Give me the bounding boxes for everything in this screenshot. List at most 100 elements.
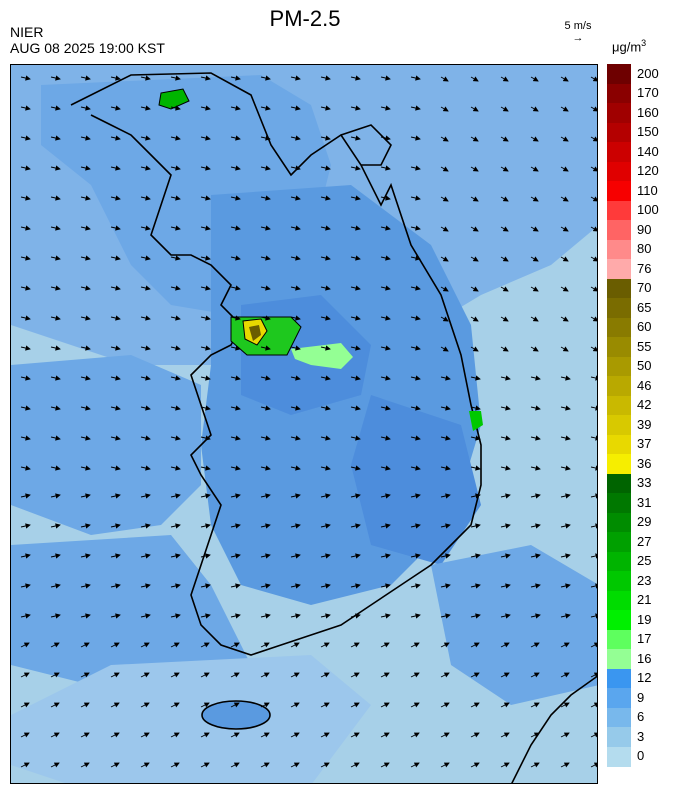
colorbar-tick-label: 46 <box>637 377 652 393</box>
wind-arrow <box>290 583 301 589</box>
colorbar-segment <box>607 376 631 396</box>
wind-arrow <box>20 583 31 589</box>
wind-arrow <box>170 105 181 111</box>
colorbar-segment <box>607 590 631 611</box>
wind-arrow <box>560 316 569 322</box>
colorbar-tick-label: 3 <box>637 728 645 744</box>
wind-arrow <box>170 255 181 261</box>
wind-arrow <box>530 196 539 202</box>
wind-arrow <box>140 672 150 678</box>
wind-arrow <box>560 106 569 112</box>
wind-arrow <box>290 195 301 201</box>
wind-arrow <box>590 405 597 411</box>
wind-arrow <box>290 493 301 499</box>
wind-arrow <box>470 583 481 589</box>
colorbar-tick-label: 90 <box>637 221 652 237</box>
wind-arrow <box>260 523 271 529</box>
wind-arrow <box>200 435 211 441</box>
colorbar-segment <box>607 610 631 630</box>
wind-arrow <box>440 256 449 262</box>
wind-arrow <box>80 702 90 708</box>
wind-arrow <box>200 375 211 381</box>
wind-arrow <box>140 762 150 768</box>
wind-arrow <box>110 225 121 231</box>
wind-arrow <box>140 493 151 499</box>
colorbar-segment <box>607 473 631 494</box>
wind-arrow <box>320 75 331 81</box>
wind-arrow <box>110 255 121 261</box>
colorbar-segment <box>607 337 631 357</box>
wind-arrow <box>200 75 211 81</box>
wind-arrow <box>380 493 391 499</box>
colorbar-tick-label: 55 <box>637 338 652 354</box>
wind-arrow <box>260 285 271 291</box>
wind-arrow <box>350 195 361 201</box>
wind-arrow <box>110 672 120 678</box>
wind-arrow <box>200 225 211 231</box>
wind-arrow <box>380 523 391 529</box>
wind-arrow <box>50 732 60 738</box>
wind-arrow <box>140 105 151 111</box>
wind-arrow <box>170 523 181 529</box>
colorbar <box>607 64 631 767</box>
wind-arrow <box>500 762 510 768</box>
jeju-island <box>201 700 271 730</box>
wind-arrow <box>500 702 510 708</box>
wind-arrow <box>320 465 331 471</box>
wind-arrow <box>320 165 331 171</box>
wind-arrow <box>590 672 597 678</box>
wind-arrow <box>470 493 481 499</box>
wind-arrow <box>290 225 301 231</box>
wind-arrow <box>230 165 241 171</box>
wind-arrow <box>530 523 541 529</box>
wind-arrow <box>50 405 61 411</box>
wind-arrow <box>350 435 361 441</box>
colorbar-segment <box>607 551 631 572</box>
wind-arrow <box>410 405 421 411</box>
wind-arrow <box>500 435 511 441</box>
wind-arrow <box>410 523 421 529</box>
wind-arrow <box>470 316 479 322</box>
wind-arrow <box>260 345 271 351</box>
wind-arrow <box>440 196 449 202</box>
wind-arrow <box>110 702 120 708</box>
wind-arrow <box>290 255 301 261</box>
wind-arrow <box>170 732 180 738</box>
wind-arrow <box>590 166 597 172</box>
wind-arrow <box>170 583 181 589</box>
colorbar-tick-label: 140 <box>637 143 659 159</box>
colorbar-segment <box>607 629 631 650</box>
wind-arrow <box>170 672 180 678</box>
wind-arrow <box>170 165 181 171</box>
wind-arrow <box>320 105 331 111</box>
wind-arrow <box>440 672 450 678</box>
wind-arrow <box>80 762 90 768</box>
wind-arrow <box>530 583 541 589</box>
wind-arrow <box>170 375 181 381</box>
wind-arrow <box>320 642 330 648</box>
colorbar-segment <box>607 512 631 533</box>
wind-arrow <box>500 613 511 619</box>
wind-arrow <box>260 493 271 499</box>
wind-arrow <box>50 762 60 768</box>
wind-arrow <box>440 553 451 559</box>
wind-arrow <box>140 553 151 559</box>
wind-arrow <box>560 405 571 411</box>
wind-arrow <box>80 255 91 261</box>
wind-arrow <box>500 316 509 322</box>
wind-arrow <box>440 435 451 441</box>
wind-arrow <box>320 375 331 381</box>
wind-arrow <box>500 553 511 559</box>
wind-arrow <box>140 613 151 619</box>
wind-arrow <box>350 465 361 471</box>
wind-arrow <box>170 613 181 619</box>
wind-arrow <box>110 435 121 441</box>
wind-arrow <box>530 166 539 172</box>
wind-arrow <box>140 345 151 351</box>
wind-arrow <box>500 375 511 381</box>
wind-arrow <box>200 105 211 111</box>
wind-arrow <box>260 405 271 411</box>
wind-arrow <box>590 523 597 529</box>
colorbar-segment <box>607 200 631 221</box>
wind-arrow <box>290 285 301 291</box>
